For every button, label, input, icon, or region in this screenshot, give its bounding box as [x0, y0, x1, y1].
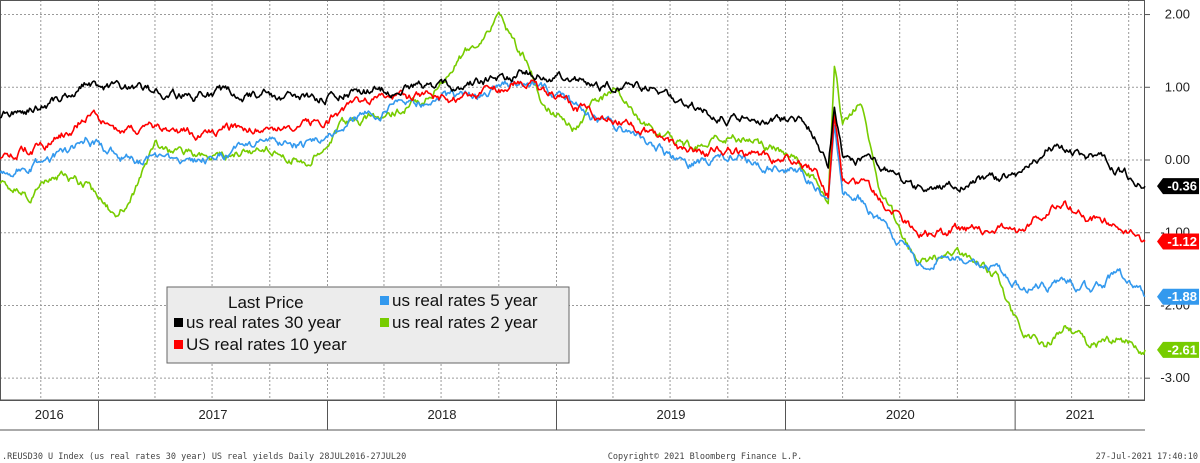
legend-swatch-2y — [380, 318, 389, 327]
x-year-label: 2016 — [35, 407, 64, 422]
last-price-tag-bg — [1157, 178, 1199, 195]
footer-source: .REUSD30 U Index (us real rates 30 year)… — [2, 452, 406, 462]
last-price-tags: -0.36 -1.12 -1.88 -2.61 — [1157, 178, 1199, 358]
legend: Last Price us real rates 30 year US real… — [166, 286, 570, 364]
footer-copyright: Copyright© 2021 Bloomberg Finance L.P. — [608, 452, 802, 462]
last-price-tag: -1.88 — [1157, 288, 1199, 305]
legend-swatch-10y — [174, 340, 183, 349]
legend-label-2y: us real rates 2 year — [392, 313, 538, 332]
last-price-tag-label: -1.88 — [1167, 289, 1197, 304]
last-price-tag-bg — [1157, 341, 1199, 358]
legend-title: Last Price — [228, 293, 304, 312]
series-line — [0, 79, 1146, 298]
last-price-tag-label: -0.36 — [1167, 179, 1197, 194]
series-lines — [0, 11, 1146, 356]
y-tick-label: -3.00 — [1160, 370, 1190, 385]
x-year-label: 2021 — [1066, 407, 1095, 422]
legend-box — [166, 286, 570, 364]
x-year-label: 2018 — [428, 407, 457, 422]
last-price-tag-label: -1.12 — [1167, 234, 1197, 249]
legend-label-30y: us real rates 30 year — [186, 313, 341, 332]
x-year-label: 2019 — [657, 407, 686, 422]
series-line — [0, 79, 1146, 243]
last-price-tag-bg — [1157, 233, 1199, 250]
last-price-tag: -0.36 — [1157, 178, 1199, 195]
y-tick-label: 1.00 — [1165, 79, 1190, 94]
x-year-label: 2020 — [886, 407, 915, 422]
series-line — [0, 11, 1146, 356]
legend-label-10y: US real rates 10 year — [186, 335, 347, 354]
last-price-tag: -2.61 — [1157, 341, 1199, 358]
last-price-tag-bg — [1157, 288, 1199, 305]
legend-label-5y: us real rates 5 year — [392, 291, 538, 310]
last-price-tag-label: -2.61 — [1167, 342, 1197, 357]
legend-swatch-5y — [380, 296, 389, 305]
x-axis-year-band: 2016 2017 2018 2019 2020 2021 — [0, 399, 1145, 431]
footer-timestamp: 27-Jul-2021 17:40:10 — [1096, 452, 1198, 462]
series-line — [0, 69, 1146, 193]
last-price-tag: -1.12 — [1157, 233, 1199, 250]
y-tick-label: 0.00 — [1165, 152, 1190, 167]
x-year-label: 2017 — [199, 407, 228, 422]
y-tick-label: 2.00 — [1165, 7, 1190, 22]
legend-swatch-30y — [174, 318, 183, 327]
